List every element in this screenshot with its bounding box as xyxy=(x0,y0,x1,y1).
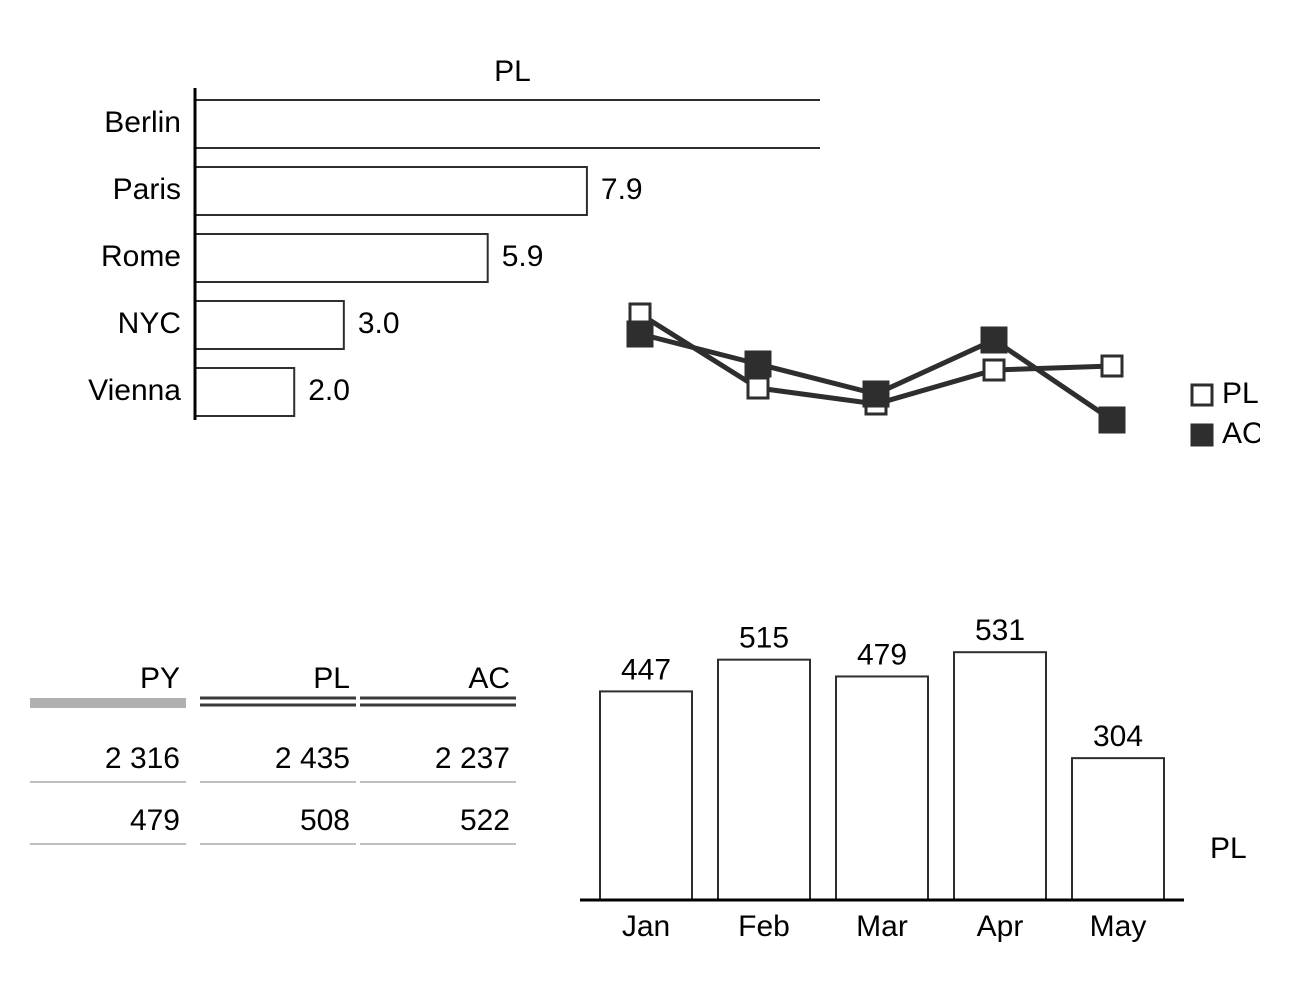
hbar-value: 7.9 xyxy=(601,173,643,206)
table-cell: 2 316 xyxy=(105,742,180,775)
hbar-category: Berlin xyxy=(104,106,181,139)
table-cell: 522 xyxy=(460,804,510,837)
column-value: 304 xyxy=(1093,720,1143,753)
column-value: 515 xyxy=(739,622,789,655)
column-bar xyxy=(954,652,1046,900)
hbar-bar xyxy=(195,167,587,215)
hbar-value: 2.0 xyxy=(308,374,350,407)
table-header: AC xyxy=(468,662,510,695)
hbar-title: PL xyxy=(494,55,531,88)
hbar-category: Paris xyxy=(113,173,181,206)
hbar-bar xyxy=(195,234,488,282)
column-bar xyxy=(1072,758,1164,900)
hbar-category: Vienna xyxy=(88,374,181,407)
column-value: 479 xyxy=(857,638,907,671)
column-category: Mar xyxy=(856,910,908,943)
table-cell: 2 237 xyxy=(435,742,510,775)
column-bar xyxy=(718,660,810,900)
column-category: Apr xyxy=(977,910,1024,943)
line-marker-pl xyxy=(1102,356,1122,376)
column-category: Jan xyxy=(622,910,670,943)
column-value: 531 xyxy=(975,614,1025,647)
table-header: PY xyxy=(140,662,180,695)
hbar-bar xyxy=(195,301,344,349)
line-marker-ac xyxy=(1100,408,1124,432)
table-cell: 479 xyxy=(130,804,180,837)
legend-label-pl: PL xyxy=(1222,377,1259,410)
legend-marker-ac xyxy=(1192,425,1212,445)
column-bar xyxy=(600,691,692,900)
column-category: May xyxy=(1090,910,1147,943)
line-marker-ac xyxy=(982,328,1006,352)
hbar-value: 5.9 xyxy=(502,240,544,273)
column-bar xyxy=(836,676,928,900)
line-chart: PL AC xyxy=(580,260,1260,480)
hbar-category: NYC xyxy=(118,307,181,340)
line-marker-ac xyxy=(746,352,770,376)
line-marker-ac xyxy=(864,382,888,406)
table-cell: 2 435 xyxy=(275,742,350,775)
table-cell: 508 xyxy=(300,804,350,837)
line-marker-ac xyxy=(628,322,652,346)
column-title: PL xyxy=(1210,832,1247,865)
legend-label-ac: AC xyxy=(1222,417,1260,450)
column-category: Feb xyxy=(738,910,790,943)
hbar-bar xyxy=(195,368,294,416)
data-table: PY PL AC 2 316 2 435 2 237 479 508 522 xyxy=(30,640,530,900)
legend-marker-pl xyxy=(1192,385,1212,405)
hbar-bar xyxy=(195,100,820,148)
table-header: PL xyxy=(313,662,350,695)
line-marker-pl xyxy=(984,360,1004,380)
column-value: 447 xyxy=(621,653,671,686)
line-marker-pl xyxy=(748,378,768,398)
hbar-category: Rome xyxy=(101,240,181,273)
column-chart: 447 Jan 515 Feb 479 Mar 531 Apr 304 May PL xyxy=(560,530,1260,950)
hbar-value: 3.0 xyxy=(358,307,400,340)
